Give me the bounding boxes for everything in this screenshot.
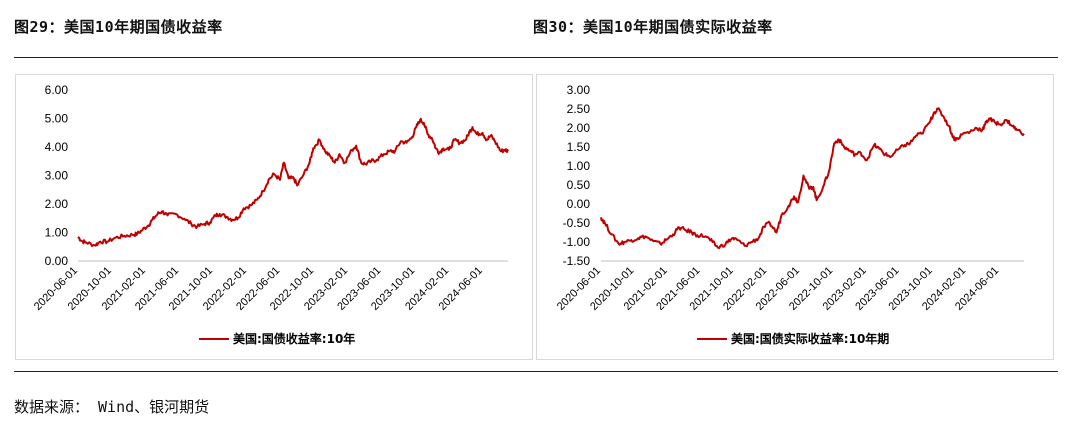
y-tick-label: 4.00 xyxy=(45,140,69,154)
y-tick-label: 3.00 xyxy=(45,169,69,183)
y-tick-label: 2.00 xyxy=(45,197,69,211)
y-tick-label: -1.00 xyxy=(563,235,591,249)
y-tick-label: 3.00 xyxy=(567,83,591,97)
legend-label: 美国:国债实际收益率:10年期 xyxy=(731,332,890,346)
series-line xyxy=(600,107,1025,250)
y-tick-label: 1.50 xyxy=(567,140,591,154)
y-tick-label: 1.00 xyxy=(567,159,591,173)
y-tick-label: 5.00 xyxy=(45,112,69,126)
series-line xyxy=(77,117,509,248)
chart-panel-real-yield: -1.50 -1.00 -0.50 0.00 0.50 1.00 1.50 2.00 2.50 3… xyxy=(536,74,1054,360)
figure-29-title: 图29：美国10年期国债收益率 xyxy=(14,18,223,36)
legend-label: 美国:国债收益率:10年 xyxy=(233,332,356,346)
data-source: 数据来源： Wind、银河期货 xyxy=(14,398,210,416)
chart-nominal-yield: 0.001.002.003.004.005.006.002020-06-0120… xyxy=(32,83,509,313)
y-tick-label: -0.50 xyxy=(563,216,591,230)
y-tick-label: 6.00 xyxy=(45,83,69,97)
y-tick-label: 0.00 xyxy=(45,254,69,268)
legend-nominal-yield: 美国:国债收益率:10年 xyxy=(199,330,355,347)
chart-real-yield: -1.50 -1.00 -0.50 0.00 0.50 1.00 1.50 2.00 2.50 3… xyxy=(555,83,1025,313)
figure-30-title: 图30：美国10年期国债实际收益率 xyxy=(533,18,773,36)
bottom-divider xyxy=(14,371,1058,372)
y-tick-label: 0.50 xyxy=(567,178,591,192)
legend-swatch xyxy=(199,337,229,340)
y-tick-label: -1.50 xyxy=(563,254,591,268)
y-tick-label: 2.50 xyxy=(567,102,591,116)
chart-panel-nominal-yield: 0.00 1.00 2.00 3.00 4.00 5.00 6.00 2020-06-01 20… xyxy=(15,74,533,360)
legend-real-yield: 美国:国债实际收益率:10年期 xyxy=(697,330,889,347)
legend-swatch xyxy=(697,337,727,340)
y-tick-label: 0.00 xyxy=(567,197,591,211)
y-tick-label: 1.00 xyxy=(45,226,69,240)
y-tick-label: 2.00 xyxy=(567,121,591,135)
top-divider xyxy=(14,57,1058,58)
